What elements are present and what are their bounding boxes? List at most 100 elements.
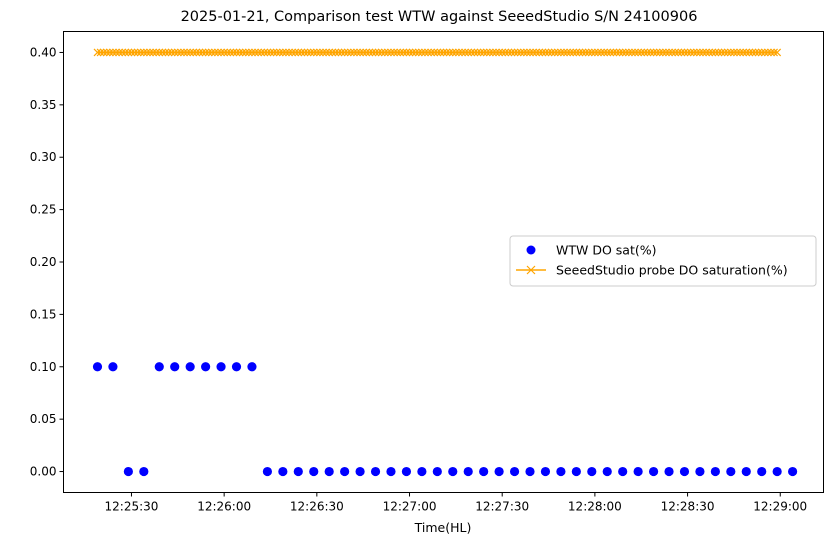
seeed-point [121,48,130,57]
chart-title: 2025-01-21, Comparison test WTW against … [181,9,698,25]
seeed-point [587,48,596,57]
wtw-point [170,362,180,372]
seeed-point [720,48,729,57]
seeed-point [739,48,748,57]
seeed-point [748,48,757,57]
wtw-point [139,466,149,477]
seeed-point [198,48,207,57]
seeed-point [201,48,210,57]
wtw-point [432,466,442,477]
seeed-point [526,48,534,57]
seeed-point [470,48,479,57]
seeed-point [711,48,720,57]
seeed-point [767,48,775,57]
seeed-point [479,48,488,57]
seeed-point [362,48,371,57]
legend-marker-seeed [526,265,536,275]
seeed-point [96,48,105,57]
seeed-point [248,48,256,57]
seeed-point [334,48,343,57]
y-tick-label: 0.10 [30,360,57,374]
seeed-point [612,48,621,57]
wtw-point [540,466,551,477]
x-tick-label: 12:27:00 [383,500,437,514]
wtw-point [479,466,489,477]
seeed-point [760,48,769,57]
seeed-point [628,48,636,57]
seeed-point [714,48,723,57]
seeed-point [757,48,766,57]
seeed-point [699,48,707,57]
seeed-point [232,48,241,57]
x-tick-label: 12:27:30 [475,500,529,514]
seeed-point [102,48,111,57]
seeed-point [142,48,151,57]
x-tick-label: 12:29:00 [753,500,807,514]
seeed-point [263,48,272,57]
seeed-point [572,48,581,57]
seeed-point [368,48,377,57]
seeed-point [353,48,361,57]
wtw-point [401,466,412,477]
seeed-point [309,48,318,57]
legend-marker-wtw [526,245,536,255]
y-tick-label: 0.15 [30,307,57,321]
wtw-point [664,466,674,477]
seeed-point [547,48,556,57]
wtw-point [309,466,319,477]
seeed-point [513,48,522,57]
wtw-point [92,362,103,372]
y-axis: 0.00 0.05 0.10 0.15 0.20 0.25 0.30 0.35 0.40 [30,45,64,479]
seeed-point [578,48,587,57]
seeed-point [105,48,114,57]
seeed-point [733,48,741,57]
seeed-point [349,48,358,57]
wtw-point [679,466,690,477]
wtw-point [123,466,133,477]
wtw-point [185,362,195,372]
seeed-point [223,48,232,57]
seeed-point [646,48,655,57]
seeed-point [692,48,701,57]
seeed-point [655,48,664,57]
seeed-point [717,48,726,57]
wtw-point [602,466,612,477]
seeed-point [736,48,745,57]
seeed-point [325,48,334,57]
seeed-point [204,48,213,57]
seeed-point [173,48,182,57]
seeed-point [337,48,346,57]
seeed-point [260,48,269,57]
seeed-point [662,48,670,57]
seeed-point [581,48,590,57]
seeed-point [380,48,389,57]
seeed-point [170,48,179,57]
seeed-point [238,48,247,57]
seeed-point [507,48,516,57]
legend-box [509,235,817,287]
seeed-point [146,48,154,57]
seeed-point [421,48,429,57]
seeed-point [455,48,463,57]
seeed-point [729,48,738,57]
seeed-point [254,48,263,57]
seeed-point [680,48,689,57]
seeed-point [433,48,442,57]
seeed-point [427,48,436,57]
seeed-point [315,48,324,57]
wtw-point [695,466,705,477]
seeed-point [584,48,593,57]
seeed-point [241,48,250,57]
wtw-point [463,466,473,477]
seeed-point [436,48,445,57]
plot-area [92,48,798,477]
seeed-point [658,48,667,57]
seeed-point [464,48,473,57]
legend-label-wtw: WTW DO sat(%) [556,243,656,258]
seeed-point [149,48,158,57]
seeed-point [118,48,127,57]
seeed-point [328,48,337,57]
seeed-point [356,48,365,57]
y-tick-label: 0.20 [30,255,57,269]
seeed-point [226,48,235,57]
